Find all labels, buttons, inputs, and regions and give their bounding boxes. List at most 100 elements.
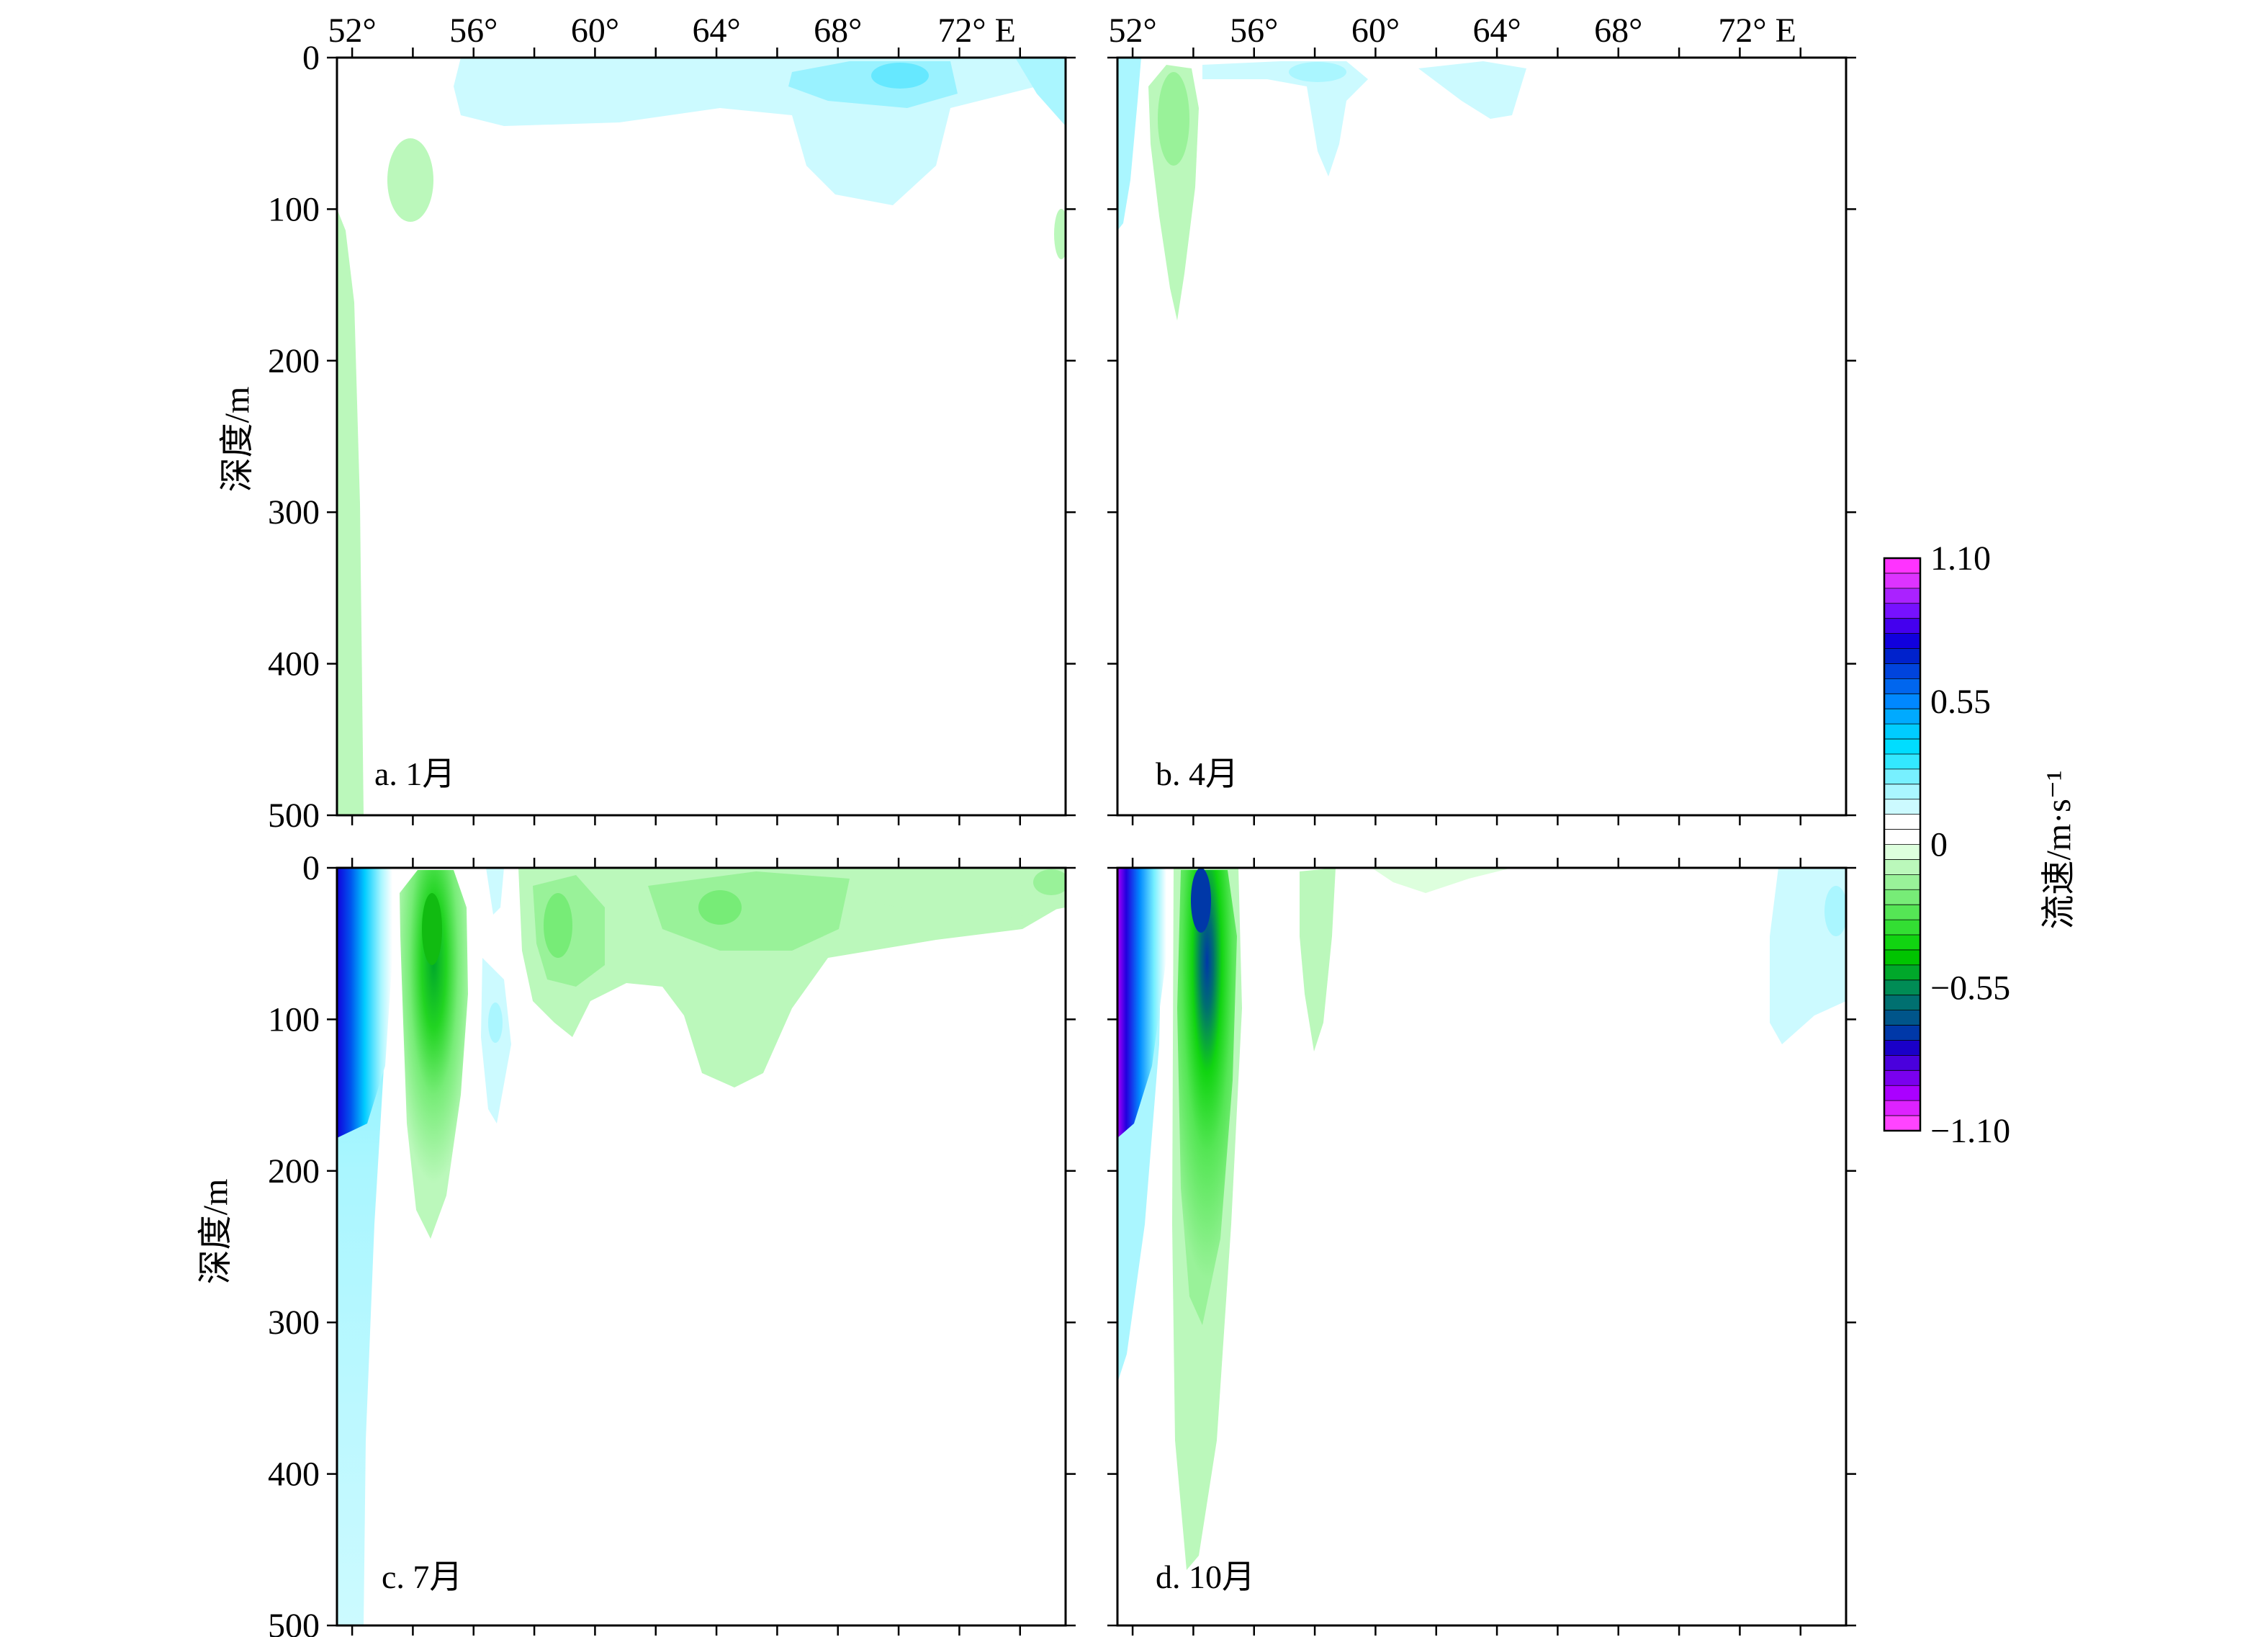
panel-d-green-surface (1372, 868, 1512, 893)
colorbar-cell (1884, 1100, 1920, 1116)
colorbar-cell (1884, 979, 1920, 996)
panel-c-green-jet-core (422, 893, 442, 965)
panel-c-green-broad (518, 868, 1066, 1087)
panel-a-ytick-label: 400 (268, 645, 320, 683)
colorbar-cell (1884, 558, 1920, 574)
panel-c-ytick-label: 200 (268, 1152, 320, 1190)
panel-b-cyan-streak (1202, 61, 1368, 176)
colorbar-cell (1884, 829, 1920, 846)
panel-a-cyan-right-edge (1015, 58, 1066, 126)
panel-a-contours (337, 58, 1066, 815)
panel-d-contours (1117, 868, 1846, 1570)
panel-a-green-blob (387, 138, 433, 222)
panel-c-green-core-west (544, 893, 572, 958)
colorbar-cell (1884, 935, 1920, 951)
colorbar-cell (1884, 889, 1920, 905)
panel-a: a. 1月 (336, 56, 1067, 817)
colorbar-cell (1884, 663, 1920, 679)
colorbar-cell (1884, 964, 1920, 981)
colorbar-cell (1884, 905, 1920, 920)
panel-a-cyan-surface (454, 58, 1066, 205)
panel-a-green-edge (1054, 209, 1066, 259)
colorbar-cell (1884, 768, 1920, 785)
panel-b-cyan-east (1418, 61, 1526, 119)
colorbar-cell (1884, 603, 1920, 619)
panel-d-frame (1116, 866, 1848, 1627)
panel-c-ytick-label: 100 (268, 1000, 320, 1039)
panel-a-xtick-label: 72° E (937, 12, 1016, 50)
panel-c-ytick-label: 300 (268, 1304, 320, 1342)
colorbar-tick-label: 0.55 (1930, 683, 1991, 721)
panel-a-xtick-label: 56° (449, 12, 498, 50)
colorbar-cell (1884, 784, 1920, 800)
colorbar-cell (1884, 1055, 1920, 1071)
panel-d-green-streak (1300, 868, 1336, 1051)
colorbar-cell (1884, 739, 1920, 755)
panel-a-xtick-label: 64° (692, 12, 740, 50)
panel-c-blue-jet (337, 868, 392, 1138)
panel-b-frame (1116, 56, 1848, 817)
colorbar-cell (1884, 648, 1920, 665)
colorbar-cell (1884, 844, 1920, 861)
panel-a-xtick-label: 60° (571, 12, 619, 50)
panel-a-green-wall (337, 209, 364, 815)
colorbar-tick-label: 1.10 (1930, 539, 1991, 578)
panel-c-ylabel: 深度/m (197, 1179, 235, 1285)
panel-c-green-tail (850, 868, 1066, 918)
colorbar-tick-label: −1.10 (1930, 1112, 2010, 1150)
panel-b-xtick-label: 64° (1472, 12, 1521, 50)
panel-d-green-jet-core (1191, 868, 1211, 933)
panel-b-xtick-label: 60° (1351, 12, 1400, 50)
panel-d-label: d. 10月 (1156, 1558, 1255, 1595)
panel-c-cyan-eddy-core (488, 1003, 503, 1043)
colorbar-cell (1884, 874, 1920, 890)
colorbar-cell (1884, 1010, 1920, 1026)
colorbar-cell (1884, 1116, 1920, 1131)
panel-c-frame (336, 866, 1067, 1627)
panel-b-xtick-label: 56° (1230, 12, 1278, 50)
panel-c-green-east-core (1033, 869, 1066, 895)
panel-c: c. 7月 (336, 866, 1067, 1627)
panel-d-green-jet (1177, 870, 1237, 1325)
panel-a-label: a. 1月 (374, 755, 455, 792)
panel-a-cyan-max (871, 63, 929, 89)
panel-a-ytick-label: 300 (268, 493, 320, 532)
panel-b-green-core (1158, 72, 1189, 166)
colorbar-cell (1884, 694, 1920, 709)
colorbar-cell (1884, 588, 1920, 604)
panel-b-cyan-coast (1117, 58, 1141, 230)
panel-b-xtick-label: 72° E (1718, 12, 1796, 50)
panel-c-contours (337, 868, 1066, 1625)
colorbar-title: 流速/m·s⁻¹ (2040, 770, 2078, 929)
panel-b-xtick-label: 52° (1108, 12, 1156, 50)
panel-a-xtick-label: 52° (328, 12, 376, 50)
panel-a-ytick-label: 0 (302, 39, 320, 77)
panel-a-ytick-label: 500 (268, 797, 320, 835)
colorbar-cells (1884, 557, 1920, 1131)
panel-b-contours (1117, 58, 1526, 320)
colorbar-tick-label: 0 (1930, 826, 1948, 864)
panel-c-ytick-label: 500 (268, 1607, 320, 1637)
panel-a-ytick-label: 100 (268, 190, 320, 228)
panel-d-cyan-east-core (1824, 886, 1846, 936)
colorbar-cell (1884, 1070, 1920, 1086)
panel-c-green-core-east (698, 890, 742, 925)
colorbar-cell (1884, 859, 1920, 875)
panel-b-xtick-label: 68° (1594, 12, 1642, 50)
panel-c-ytick-label: 400 (268, 1456, 320, 1494)
panel-b-label: b. 4月 (1156, 755, 1238, 792)
colorbar-frame (1883, 557, 1922, 1132)
colorbar-cell (1884, 573, 1920, 589)
colorbar-cell (1884, 1040, 1920, 1056)
panel-a-ylabel: 深度/m (218, 387, 256, 493)
colorbar-cell (1884, 709, 1920, 725)
panel-b: b. 4月 (1116, 56, 1848, 817)
panel-d: d. 10月 (1116, 866, 1848, 1627)
colorbar-cell (1884, 678, 1920, 694)
colorbar-cell (1884, 995, 1920, 1011)
colorbar-cell (1884, 799, 1920, 815)
colorbar-cell (1884, 1085, 1920, 1101)
panel-b-cyan-core (1289, 62, 1346, 82)
colorbar-ticks: 1.10 0.55 0 −0.55 −1.10 (1930, 539, 2010, 1150)
